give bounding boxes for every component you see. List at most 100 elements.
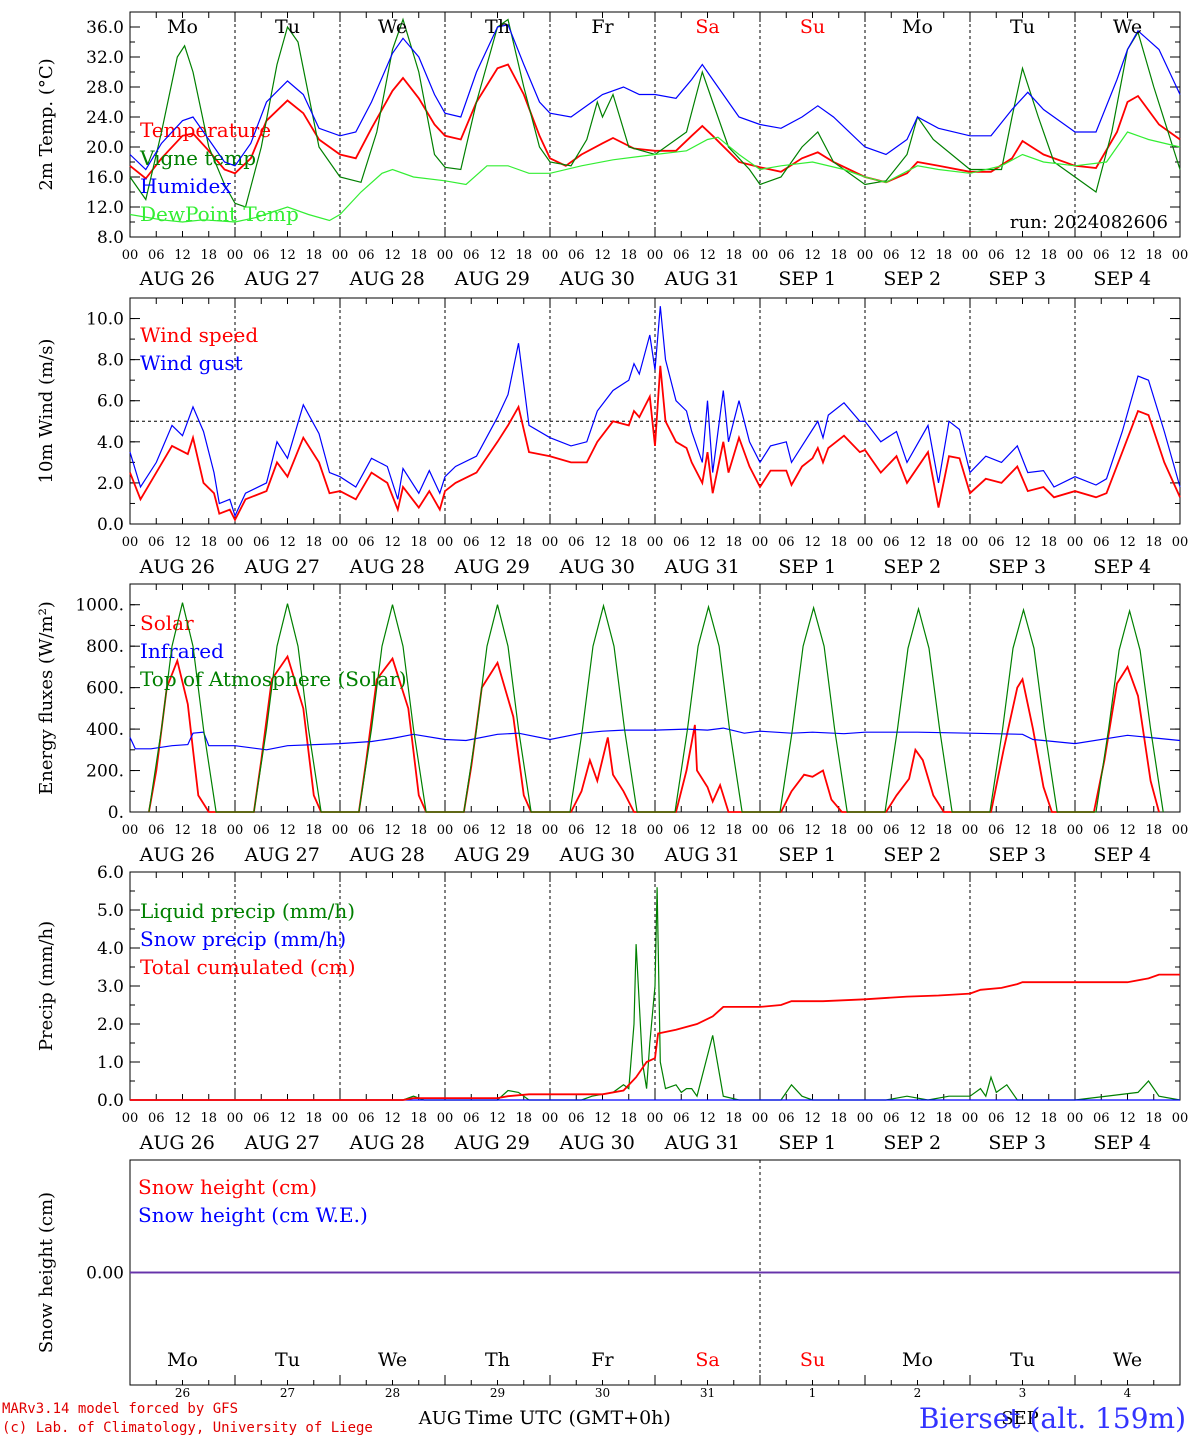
hour-tick-label: 00 [1172, 535, 1189, 550]
hour-tick-label: 12 [1014, 1111, 1031, 1126]
y-tick-label: 0. [108, 803, 124, 823]
y-tick-label: 0.0 [97, 1091, 124, 1111]
hour-tick-label: 00 [122, 823, 139, 838]
date-label: SEP 2 [883, 844, 941, 866]
hour-tick-label: 18 [515, 535, 532, 550]
day-of-week-label: Tu [1010, 1349, 1035, 1371]
hour-tick-label: 06 [568, 823, 585, 838]
day-number-label: 28 [385, 1386, 400, 1400]
hour-tick-label: 06 [673, 535, 690, 550]
hour-tick-label: 00 [752, 248, 769, 263]
hour-tick-label: 00 [1067, 248, 1084, 263]
hour-tick-label: 18 [200, 1111, 217, 1126]
date-label: SEP 2 [883, 268, 941, 290]
hour-tick-label: 06 [883, 535, 900, 550]
day-number-label: 3 [1019, 1386, 1027, 1400]
y-axis-label: Energy fluxes (W/m²) [36, 601, 57, 795]
hour-tick-label: 06 [988, 823, 1005, 838]
hour-tick-label: 06 [463, 248, 480, 263]
hour-tick-label: 06 [883, 1111, 900, 1126]
hour-tick-label: 12 [1119, 1111, 1136, 1126]
legend-entry: Snow height (cm W.E.) [138, 1203, 368, 1227]
hour-tick-label: 00 [962, 535, 979, 550]
date-label: AUG 26 [139, 1132, 215, 1154]
series-line [129, 24, 1181, 171]
hour-tick-label: 06 [568, 248, 585, 263]
y-tick-label: 4.0 [97, 939, 124, 959]
day-of-week-label: We [378, 1349, 407, 1371]
hour-tick-label: 12 [489, 248, 506, 263]
y-axis-label: 2m Temp. (°C) [36, 58, 57, 190]
hour-tick-label: 00 [1067, 535, 1084, 550]
hour-tick-label: 06 [778, 248, 795, 263]
hour-tick-label: 06 [148, 248, 165, 263]
series-line [130, 973, 1180, 1101]
hour-tick-label: 06 [148, 1111, 165, 1126]
date-label: AUG 29 [454, 1132, 530, 1154]
hour-tick-label: 00 [332, 823, 349, 838]
hour-tick-label: 12 [909, 1111, 926, 1126]
hour-tick-label: 00 [227, 535, 244, 550]
hour-tick-label: 00 [122, 535, 139, 550]
hour-tick-label: 06 [883, 823, 900, 838]
legend-entry: Wind gust [140, 351, 243, 375]
hour-tick-label: 12 [279, 535, 296, 550]
day-number-label: 31 [700, 1386, 715, 1400]
hour-tick-label: 06 [463, 1111, 480, 1126]
hour-tick-label: 18 [1040, 535, 1057, 550]
hour-tick-label: 00 [437, 1111, 454, 1126]
date-label: SEP 3 [988, 1132, 1046, 1154]
hour-tick-label: 06 [463, 823, 480, 838]
hour-tick-label: 12 [174, 248, 191, 263]
day-of-week-label: Sa [695, 16, 719, 38]
hour-tick-label: 12 [804, 823, 821, 838]
date-label: AUG 30 [559, 1132, 635, 1154]
y-axis-label: 10m Wind (m/s) [36, 339, 57, 484]
y-tick-label: 8.0 [97, 351, 124, 371]
y-tick-label: 16.0 [86, 168, 124, 188]
date-label: AUG 26 [139, 844, 215, 866]
hour-tick-label: 12 [384, 1111, 401, 1126]
day-number-label: 30 [595, 1386, 610, 1400]
y-axis-label: Precip (mm/h) [36, 921, 57, 1051]
y-tick-label: 800. [86, 637, 124, 657]
hour-tick-label: 12 [804, 535, 821, 550]
station-label: Bierset (alt. 159m) [918, 1402, 1186, 1435]
hour-tick-label: 18 [305, 535, 322, 550]
hour-tick-label: 00 [962, 823, 979, 838]
date-label: AUG 31 [664, 844, 740, 866]
hour-tick-label: 12 [384, 535, 401, 550]
hour-tick-label: 18 [1040, 1111, 1057, 1126]
hour-tick-label: 06 [673, 823, 690, 838]
hour-tick-label: 00 [647, 823, 664, 838]
hour-tick-label: 06 [358, 823, 375, 838]
hour-tick-label: 18 [305, 1111, 322, 1126]
date-label: AUG 28 [349, 556, 425, 578]
date-label: AUG 30 [559, 556, 635, 578]
hour-tick-label: 18 [200, 823, 217, 838]
hour-tick-label: 18 [620, 823, 637, 838]
legend-entry: DewPoint Temp [140, 202, 299, 226]
date-label: SEP 4 [1093, 268, 1151, 290]
hour-tick-label: 00 [227, 248, 244, 263]
date-label: SEP 2 [883, 1132, 941, 1154]
hour-tick-label: 18 [1040, 823, 1057, 838]
hour-tick-label: 18 [200, 248, 217, 263]
date-label: SEP 3 [988, 556, 1046, 578]
hour-tick-label: 18 [620, 248, 637, 263]
hour-tick-label: 18 [830, 823, 847, 838]
hour-tick-label: 12 [1119, 535, 1136, 550]
hour-tick-label: 12 [1119, 823, 1136, 838]
hour-tick-label: 18 [830, 535, 847, 550]
hour-tick-label: 18 [935, 248, 952, 263]
day-of-week-label: Sa [695, 1349, 719, 1371]
hour-tick-label: 06 [253, 248, 270, 263]
series-line [129, 131, 1181, 223]
y-tick-label: 36.0 [86, 18, 124, 38]
date-label: AUG 31 [664, 1132, 740, 1154]
date-label: SEP 1 [778, 1132, 836, 1154]
y-tick-label: 28.0 [86, 78, 124, 98]
y-tick-label: 10.0 [86, 310, 124, 330]
date-label: AUG 27 [244, 268, 320, 290]
